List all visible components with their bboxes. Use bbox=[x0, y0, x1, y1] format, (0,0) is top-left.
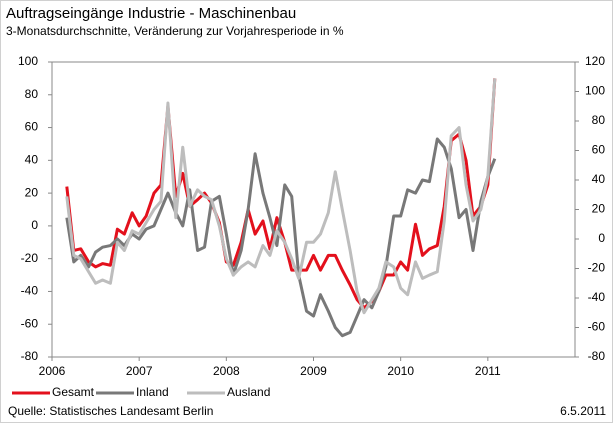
y2-tick-label: 60 bbox=[592, 143, 606, 157]
series-line bbox=[65, 78, 497, 315]
legend-label: Ausland bbox=[227, 385, 270, 399]
y-tick-label: 60 bbox=[25, 120, 39, 134]
y2-tick-label: 20 bbox=[592, 202, 606, 216]
legend-label: Gesamt bbox=[52, 385, 95, 399]
x-tick-label: 2008 bbox=[213, 364, 240, 378]
chart-title: Auftragseingänge Industrie - Maschinenba… bbox=[6, 5, 296, 22]
y-tick-label: 80 bbox=[25, 87, 39, 101]
y2-tick-label: -40 bbox=[588, 290, 606, 304]
y-tick-label: -40 bbox=[21, 284, 39, 298]
x-tick-label: 2009 bbox=[300, 364, 327, 378]
chart-subtitle: 3-Monatsdurchschnitte, Veränderung zur V… bbox=[6, 24, 344, 38]
y2-tick-label: 100 bbox=[585, 84, 605, 98]
y2-tick-label: -20 bbox=[588, 261, 606, 275]
y2-tick-label: -60 bbox=[588, 320, 606, 334]
series-line bbox=[65, 78, 497, 310]
y-tick-label: -60 bbox=[21, 316, 39, 330]
y2-tick-label: 40 bbox=[592, 172, 606, 186]
y2-tick-label: 0 bbox=[598, 231, 605, 245]
y2-tick-label: 80 bbox=[592, 113, 606, 127]
source: Quelle: Statistisches Landesamt Berlin bbox=[8, 404, 213, 418]
y-tick-label: 0 bbox=[31, 218, 38, 232]
y2-tick-label: -80 bbox=[588, 349, 606, 363]
y-tick-label: 20 bbox=[25, 185, 39, 199]
y-tick-label: 100 bbox=[18, 54, 38, 68]
y-tick-label: -80 bbox=[21, 349, 39, 363]
x-tick-label: 2006 bbox=[39, 364, 66, 378]
date: 6.5.2011 bbox=[560, 404, 606, 418]
y-tick-label: 40 bbox=[25, 153, 39, 167]
x-tick-label: 2010 bbox=[387, 364, 414, 378]
y2-tick-label: 120 bbox=[585, 54, 605, 68]
series-line bbox=[65, 137, 497, 338]
legend-label: Inland bbox=[136, 385, 169, 399]
x-tick-label: 2007 bbox=[126, 364, 153, 378]
x-tick-label: 2011 bbox=[475, 364, 501, 378]
y-tick-label: -20 bbox=[21, 251, 39, 265]
